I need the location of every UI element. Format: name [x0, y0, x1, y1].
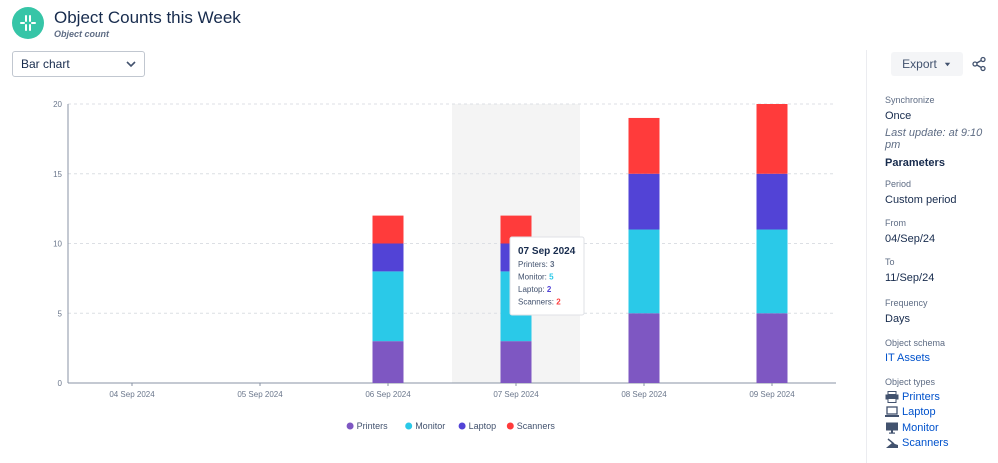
object-type-label: Monitor	[902, 422, 939, 434]
to-value: 11/Sep/24	[885, 272, 935, 284]
object-type-label: Scanners	[902, 437, 949, 449]
share-icon[interactable]	[971, 56, 987, 72]
tooltip-title: 07 Sep 2024	[518, 246, 576, 257]
monitor-icon	[886, 422, 898, 434]
legend-label: Monitor	[415, 421, 445, 431]
tooltip-row-label: Scanners:	[518, 298, 556, 307]
laptop-icon	[885, 406, 899, 417]
bar-printers-4	[500, 341, 532, 383]
x-tick-label: 07 Sep 2024	[493, 390, 539, 399]
from-label: From	[885, 218, 906, 228]
legend-marker	[405, 422, 413, 430]
bar-scanners-3	[372, 215, 404, 244]
bar-scanners-6	[756, 104, 788, 174]
y-tick-label: 15	[53, 170, 62, 179]
from-value: 04/Sep/24	[885, 233, 936, 245]
printer-icon	[885, 391, 899, 403]
tooltip-row-label: Printers:	[518, 260, 550, 269]
bar-laptop-6	[756, 173, 788, 230]
x-tick-label: 05 Sep 2024	[237, 390, 283, 399]
tooltip-row-value: 5	[549, 273, 554, 282]
object-type-label: Laptop	[902, 406, 936, 418]
legend-marker	[458, 422, 466, 430]
tooltip-row-value: 2	[556, 298, 561, 307]
tooltip-row-value: 2	[547, 285, 552, 294]
tooltip-row: Monitor: 5	[518, 273, 554, 282]
tooltip-row-label: Laptop:	[518, 285, 547, 294]
y-tick-label: 0	[58, 379, 63, 388]
last-update: Last update: at 9:10 pm	[885, 127, 983, 151]
bar-monitor-3	[372, 271, 404, 342]
legend-label: Printers	[357, 421, 389, 431]
y-tick-label: 5	[58, 309, 63, 318]
tooltip-row: Laptop: 2	[518, 285, 552, 294]
header: Object Counts this Week Object count	[12, 6, 241, 40]
bar-scanners-5	[628, 117, 660, 174]
tooltip-row-value: 3	[550, 260, 555, 269]
object-type-monitor[interactable]: Monitor	[885, 422, 939, 434]
x-tick-label: 04 Sep 2024	[109, 390, 155, 399]
page-title: Object Counts this Week	[54, 7, 241, 27]
legend-marker	[346, 422, 354, 430]
object-schema-label: Object schema	[885, 338, 946, 348]
x-tick-label: 06 Sep 2024	[365, 390, 411, 399]
tooltip	[509, 236, 585, 316]
object-schema-link[interactable]: IT Assets	[885, 352, 931, 364]
tooltip-row: Scanners: 2	[518, 298, 561, 307]
parameters-title: Parameters	[885, 157, 945, 169]
scanner-icon	[886, 438, 898, 448]
frequency-value: Days	[885, 313, 911, 325]
bar-printers-6	[756, 313, 788, 383]
chart-type-select[interactable]: Bar chart	[12, 51, 145, 77]
export-button[interactable]: Export	[891, 52, 963, 76]
y-tick-label: 10	[53, 240, 62, 249]
tooltip-row-label: Monitor:	[518, 273, 549, 282]
x-tick-label: 09 Sep 2024	[749, 390, 795, 399]
bar-monitor-6	[756, 229, 788, 314]
object-type-scanners[interactable]: Scanners	[885, 437, 948, 449]
synchronize-value: Once	[885, 110, 912, 122]
to-label: To	[885, 257, 895, 267]
legend-label: Scanners	[517, 421, 556, 431]
bar-monitor-5	[628, 229, 660, 314]
bar-printers-5	[628, 313, 660, 383]
bar-laptop-5	[628, 173, 660, 230]
y-tick-label: 20	[53, 100, 62, 109]
chevron-down-icon	[944, 62, 951, 66]
object-type-printers[interactable]: Printers	[885, 391, 940, 403]
sidebar-divider	[866, 50, 867, 463]
frequency-label: Frequency	[885, 298, 928, 308]
chevron-down-icon	[126, 61, 136, 68]
synchronize-label: Synchronize	[885, 95, 935, 105]
period-value: Custom period	[885, 194, 957, 206]
bar-printers-3	[372, 341, 404, 383]
legend-label: Laptop	[469, 421, 497, 431]
period-label: Period	[885, 179, 912, 189]
chart-type-select-value: Bar chart	[21, 57, 70, 71]
page-subtitle: Object count	[54, 28, 110, 39]
bar-laptop-3	[372, 243, 404, 272]
object-type-label: Printers	[902, 391, 940, 403]
object-types-label: Object types	[885, 377, 936, 387]
x-tick-label: 08 Sep 2024	[621, 390, 667, 399]
app-logo-icon	[12, 7, 44, 39]
legend-marker	[506, 422, 514, 430]
tooltip-row: Printers: 3	[518, 260, 555, 269]
stacked-bar-chart: 0 5 10 15 20 04 Sep 2024 05 Sep 2024 06 Sep 202…	[53, 100, 836, 431]
object-type-laptop[interactable]: Laptop	[885, 406, 936, 418]
export-label: Export	[902, 57, 937, 71]
